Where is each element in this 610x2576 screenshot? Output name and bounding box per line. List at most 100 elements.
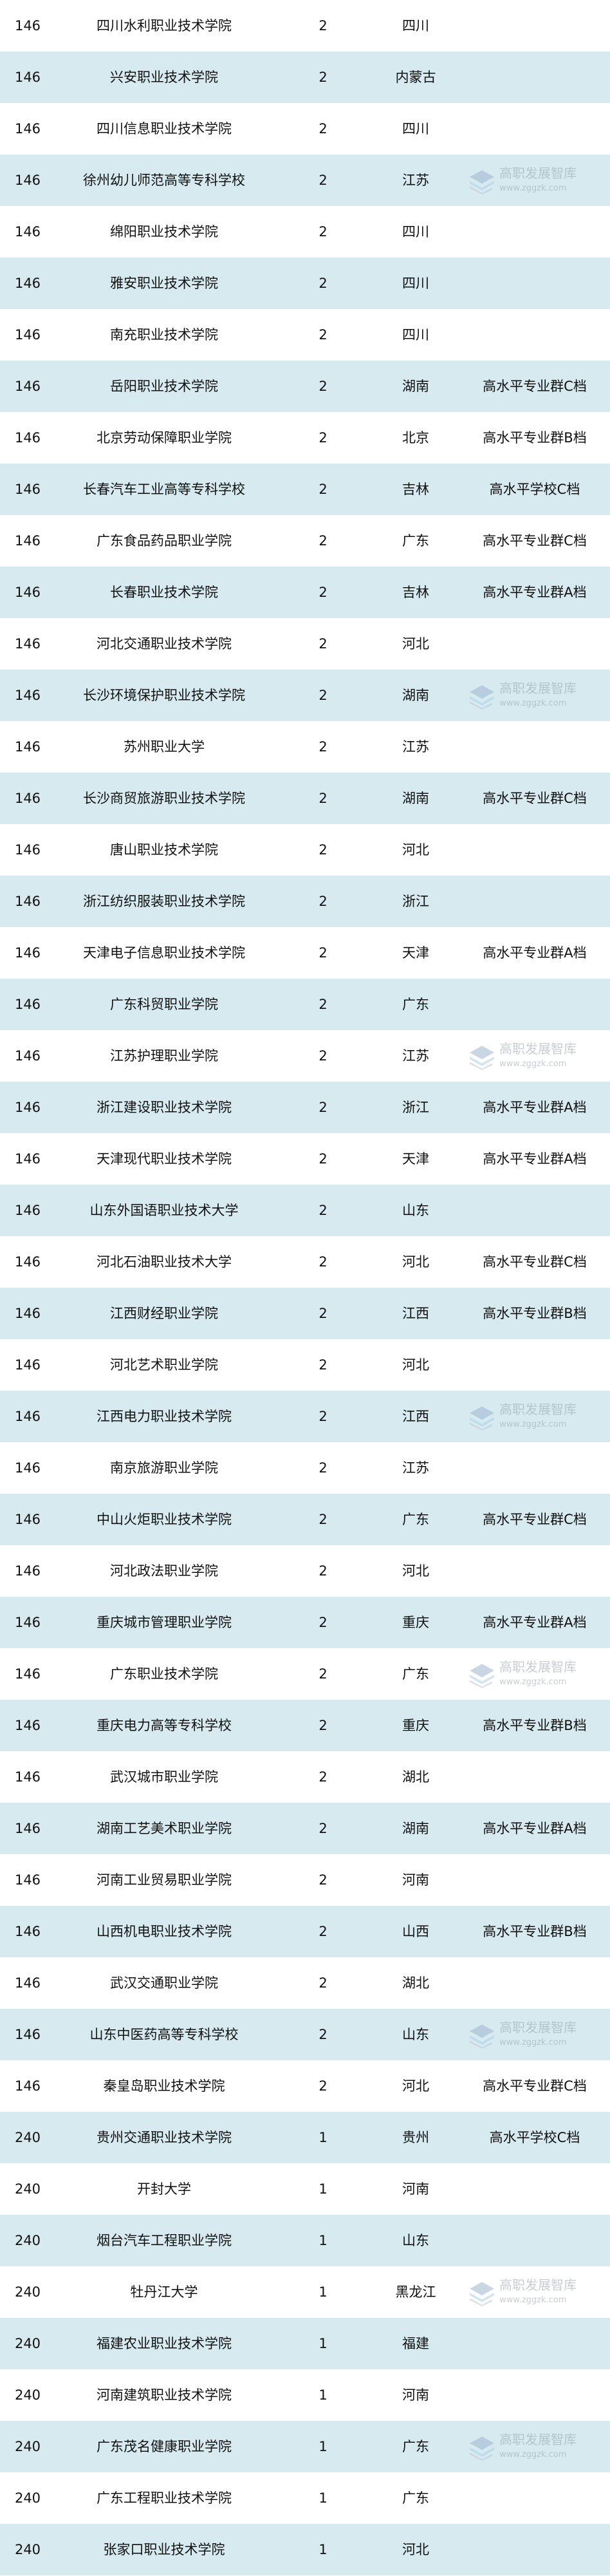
province-cell: 河北	[402, 1357, 429, 1373]
province-cell: 福建	[402, 2336, 429, 2351]
province-cell: 重庆	[402, 1718, 429, 1733]
table-row: 146 徐州幼儿师范高等专科学校 2 江苏	[0, 155, 610, 206]
school-name-cell: 长春汽车工业高等专科学校	[83, 482, 245, 497]
rank-cell: 146	[14, 327, 41, 343]
count-cell: 2	[319, 1563, 328, 1579]
level-cell	[463, 618, 606, 670]
level-cell	[463, 2163, 606, 2215]
table-row: 146 浙江建设职业技术学院 2 浙江 高水平专业群A档	[0, 1082, 610, 1133]
rank-cell: 146	[14, 276, 41, 291]
province-cell: 四川	[402, 276, 429, 291]
table-row: 146 秦皇岛职业技术学院 2 河北 高水平专业群C档	[0, 2060, 610, 2112]
count-cell: 2	[319, 1151, 328, 1167]
school-name-cell: 江西财经职业学院	[110, 1306, 218, 1321]
province-cell: 湖南	[402, 379, 429, 394]
school-name-cell: 武汉城市职业学院	[110, 1769, 218, 1785]
province-cell: 河南	[402, 1872, 429, 1888]
rank-cell: 146	[14, 1718, 41, 1733]
table-row: 146 长沙环境保护职业技术学院 2 湖南	[0, 670, 610, 721]
level-cell	[463, 0, 606, 52]
school-name-cell: 长沙环境保护职业技术学院	[83, 688, 245, 703]
school-name-cell: 秦皇岛职业技术学院	[103, 2078, 225, 2094]
school-name-cell: 长沙商贸旅游职业技术学院	[83, 791, 245, 806]
level-cell: 高水平专业群B档	[483, 1718, 587, 1733]
count-cell: 1	[319, 2387, 328, 2403]
school-name-cell: 苏州职业大学	[124, 739, 205, 755]
level-cell: 高水平专业群C档	[483, 533, 587, 549]
table-row: 146 长春职业技术学院 2 吉林 高水平专业群A档	[0, 567, 610, 618]
level-cell: 高水平专业群C档	[483, 791, 587, 806]
level-cell: 高水平专业群A档	[483, 1821, 587, 1836]
school-name-cell: 雅安职业技术学院	[110, 276, 218, 291]
table-row: 146 重庆电力高等专科学校 2 重庆 高水平专业群B档	[0, 1700, 610, 1751]
province-cell: 四川	[402, 224, 429, 240]
province-cell: 湖南	[402, 791, 429, 806]
table-row: 146 苏州职业大学 2 江苏	[0, 721, 610, 773]
table-row: 146 南充职业技术学院 2 四川	[0, 309, 610, 361]
school-name-cell: 湖南工艺美术职业学院	[97, 1821, 232, 1836]
school-name-cell: 武汉交通职业学院	[110, 1975, 218, 1991]
province-cell: 广东	[402, 1666, 429, 1682]
table-row: 146 武汉交通职业学院 2 湖北	[0, 1957, 610, 2009]
count-cell: 2	[319, 1821, 328, 1836]
table-row: 146 兴安职业技术学院 2 内蒙古	[0, 52, 610, 103]
rank-cell: 240	[14, 2181, 41, 2197]
level-cell	[463, 1854, 606, 1906]
count-cell: 2	[319, 276, 328, 291]
school-name-cell: 广东科贸职业学院	[110, 997, 218, 1012]
count-cell: 2	[319, 18, 328, 33]
table-row: 146 中山火炬职业技术学院 2 广东 高水平专业群C档	[0, 1494, 610, 1545]
school-name-cell: 绵阳职业技术学院	[110, 224, 218, 240]
rank-cell: 146	[14, 1306, 41, 1321]
table-row: 146 四川水利职业技术学院 2 四川	[0, 0, 610, 52]
school-name-cell: 重庆电力高等专科学校	[97, 1718, 232, 1733]
count-cell: 2	[319, 533, 328, 549]
rank-cell: 146	[14, 1975, 41, 1991]
rank-cell: 146	[14, 1151, 41, 1167]
level-cell	[463, 721, 606, 773]
province-cell: 江苏	[402, 1460, 429, 1476]
school-name-cell: 长春职业技术学院	[110, 585, 218, 600]
table-row: 146 湖南工艺美术职业学院 2 湖南 高水平专业群A档	[0, 1803, 610, 1854]
school-name-cell: 南京旅游职业学院	[110, 1460, 218, 1476]
table-row: 240 张家口职业技术学院 1 河北	[0, 2524, 610, 2575]
count-cell: 2	[319, 1924, 328, 1939]
count-cell: 2	[319, 1718, 328, 1733]
province-cell: 湖南	[402, 1821, 429, 1836]
table-row: 240 牡丹江大学 1 黑龙江	[0, 2266, 610, 2318]
school-name-cell: 四川信息职业技术学院	[97, 121, 232, 136]
level-cell	[463, 824, 606, 876]
level-cell	[463, 258, 606, 309]
level-cell: 高水平专业群A档	[483, 1100, 587, 1115]
level-cell	[463, 670, 606, 721]
level-cell	[463, 2369, 606, 2421]
count-cell: 2	[319, 636, 328, 652]
province-cell: 河北	[402, 2542, 429, 2557]
count-cell: 2	[319, 1409, 328, 1424]
school-name-cell: 中山火炬职业技术学院	[97, 1512, 232, 1527]
rank-cell: 146	[14, 1666, 41, 1682]
rank-cell: 240	[14, 2336, 41, 2351]
rank-cell: 240	[14, 2542, 41, 2557]
table-row: 146 武汉城市职业学院 2 湖北	[0, 1751, 610, 1803]
province-cell: 湖北	[402, 1769, 429, 1785]
count-cell: 2	[319, 327, 328, 343]
level-cell	[463, 1545, 606, 1597]
level-cell: 高水平专业群C档	[483, 379, 587, 394]
school-name-cell: 张家口职业技术学院	[103, 2542, 225, 2557]
school-name-cell: 岳阳职业技术学院	[110, 379, 218, 394]
count-cell: 2	[319, 1203, 328, 1218]
table-row: 146 南京旅游职业学院 2 江苏	[0, 1442, 610, 1494]
table-row: 146 江西电力职业技术学院 2 江西	[0, 1391, 610, 1442]
school-name-cell: 贵州交通职业技术学院	[97, 2130, 232, 2145]
rank-cell: 240	[14, 2130, 41, 2145]
province-cell: 山东	[402, 1203, 429, 1218]
level-cell	[463, 2215, 606, 2266]
rank-cell: 240	[14, 2490, 41, 2506]
table-row: 240 河南建筑职业技术学院 1 河南	[0, 2369, 610, 2421]
table-row: 146 江苏护理职业学院 2 江苏	[0, 1030, 610, 1082]
rank-cell: 146	[14, 70, 41, 85]
table-row: 146 山东中医药高等专科学校 2 山东	[0, 2009, 610, 2060]
rank-cell: 146	[14, 1821, 41, 1836]
province-cell: 河北	[402, 1563, 429, 1579]
